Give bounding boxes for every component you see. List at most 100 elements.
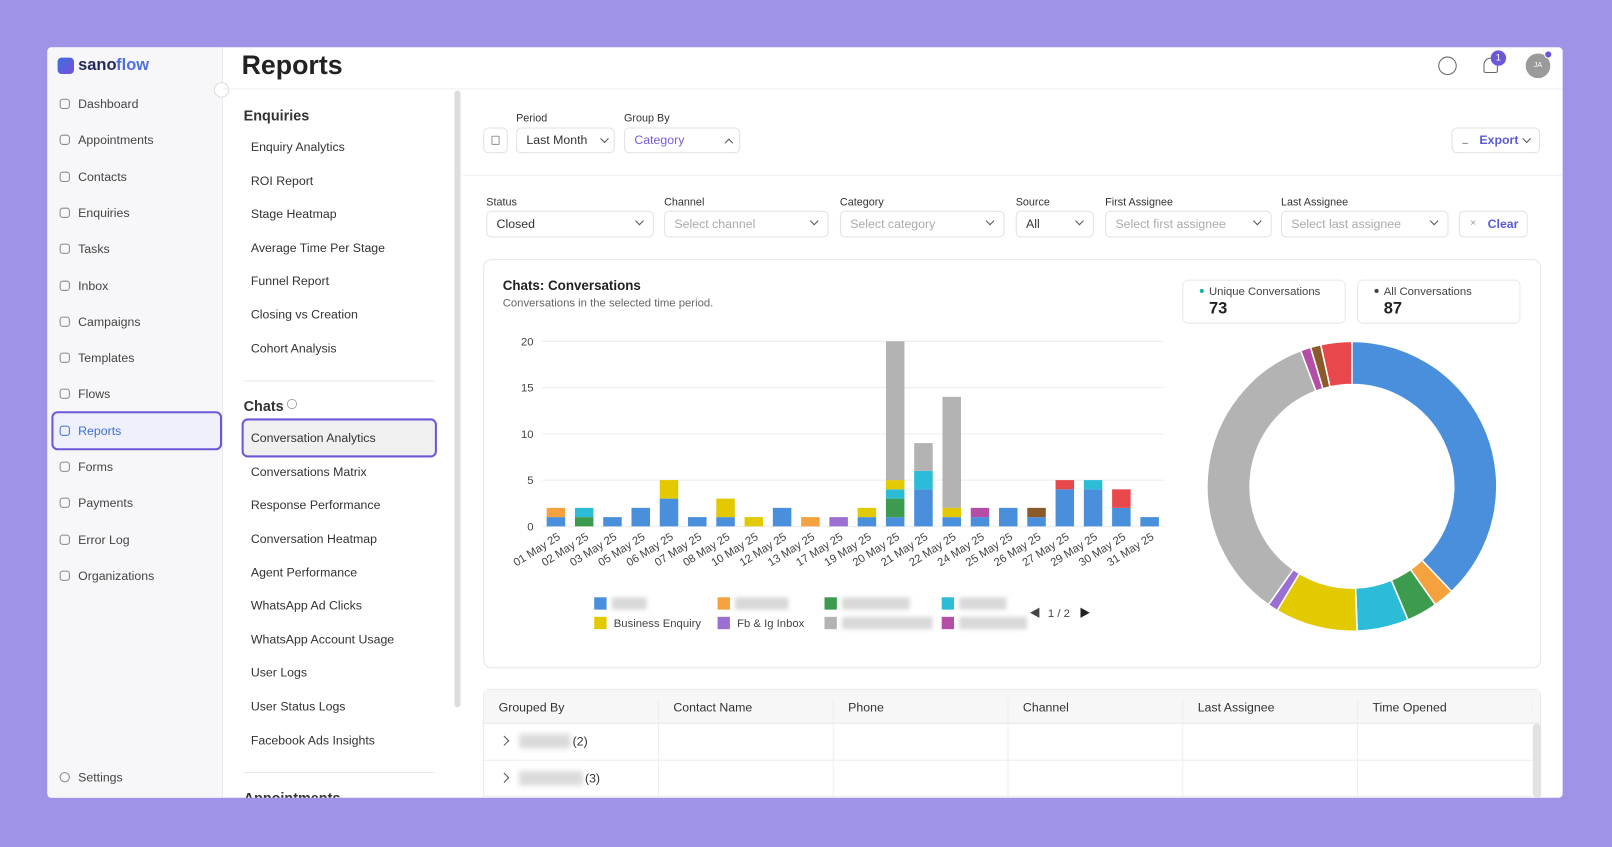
group-by-select[interactable] (624, 127, 741, 154)
donut-segment (1206, 349, 1317, 606)
nav-item[interactable]: Forms (78, 459, 114, 474)
nav-item[interactable]: Contacts (78, 169, 127, 184)
submenu-item[interactable]: Agent Performance (250, 565, 358, 580)
legend-label-blurred (735, 597, 789, 610)
period-select[interactable] (516, 127, 615, 154)
bar-segment (914, 489, 933, 527)
clear-icon-x: × (1470, 217, 1477, 230)
legend-swatch (824, 616, 837, 630)
filter-select[interactable] (486, 210, 654, 238)
legend-swatch (717, 616, 730, 630)
submenu-item[interactable]: WhatsApp Account Usage (250, 632, 395, 647)
bar-segment (857, 507, 877, 518)
table-column-header: Last Assignee (1197, 700, 1275, 715)
nav-item[interactable]: Enquiries (78, 205, 130, 220)
bar-segment (885, 517, 905, 527)
nav-item[interactable]: Appointments (78, 132, 154, 148)
filter-label: Category (839, 196, 884, 209)
bar-segment (546, 517, 566, 527)
stat-dot (1199, 288, 1204, 293)
submenu-item[interactable]: Response Performance (250, 497, 381, 513)
legend-swatch (717, 597, 730, 610)
clear-button[interactable] (1458, 210, 1528, 238)
bar-segment (970, 507, 990, 518)
legend-swatch (824, 597, 837, 610)
nav-icon (59, 316, 70, 327)
submenu-item[interactable]: Conversation Heatmap (250, 531, 378, 546)
filter-select[interactable] (1015, 210, 1094, 238)
legend-prev (1030, 607, 1040, 618)
submenu-heading: Enquiries (243, 106, 310, 124)
filter-select[interactable] (839, 210, 1005, 238)
nav-item[interactable]: Tasks (78, 241, 110, 257)
nav-icon (59, 534, 70, 545)
notification-badge: 1 (1490, 50, 1507, 66)
submenu-item[interactable]: ROI Report (250, 173, 314, 188)
nav-item[interactable]: Reports (78, 423, 122, 438)
legend-page: 1 / 2 (1048, 608, 1070, 620)
date-button[interactable] (483, 127, 508, 154)
submenu-item[interactable]: Stage Heatmap (250, 206, 337, 222)
submenu-item[interactable]: Facebook Ads Insights (250, 732, 375, 747)
legend-swatch (594, 597, 607, 610)
submenu-divider (243, 772, 435, 774)
page-title: Reports (241, 49, 343, 81)
legend-next (1080, 607, 1090, 618)
controls-divider (462, 174, 1563, 176)
bar-segment (772, 507, 792, 527)
nav-item[interactable]: Error Log (78, 532, 130, 547)
submenu-item[interactable]: WhatsApp Ad Clicks (250, 598, 362, 613)
submenu-item[interactable]: Enquiry Analytics (250, 139, 345, 155)
submenu-item[interactable]: Funnel Report (250, 273, 330, 289)
y-tick-label: 20 (521, 336, 534, 348)
blurred-group-name (519, 734, 571, 749)
filter-select[interactable] (1105, 210, 1272, 238)
bar-segment (631, 507, 650, 527)
bar-segment (1027, 507, 1046, 518)
nav-active-highlight (51, 410, 223, 450)
nav-icon (59, 497, 70, 509)
nav-item[interactable]: Flows (78, 386, 111, 402)
brand-name-right: flow (116, 56, 150, 75)
stat-card (1182, 279, 1346, 324)
export-label: Export (1479, 132, 1519, 148)
table-column-header: Grouped By (498, 700, 565, 715)
nav-item[interactable]: Inbox (78, 278, 109, 293)
column-divider (657, 699, 659, 798)
filter-label: Last Assignee (1280, 196, 1349, 209)
nav-item[interactable]: Dashboard (78, 96, 139, 112)
filter-select[interactable] (664, 210, 829, 238)
nav-icon (59, 171, 70, 182)
submenu-item[interactable]: User Status Logs (250, 699, 346, 714)
nav-item[interactable]: Templates (78, 350, 135, 366)
submenu-item[interactable]: User Logs (250, 665, 308, 680)
collapse-button[interactable] (213, 82, 230, 98)
nav-settings[interactable]: Settings (78, 770, 123, 785)
header-divider (223, 88, 1563, 90)
bar-segment (744, 517, 764, 527)
y-tick-label: 0 (527, 521, 533, 533)
bar-segment (801, 517, 820, 527)
filter-select[interactable] (1280, 210, 1449, 238)
bar-segment (716, 498, 735, 518)
bar-segment (885, 480, 905, 490)
export-button[interactable] (1451, 127, 1541, 154)
filter-placeholder: Select first assignee (1115, 216, 1226, 232)
nav-item[interactable]: Payments (78, 495, 133, 511)
submenu-item[interactable]: Closing vs Creation (250, 307, 358, 322)
submenu-item[interactable]: Average Time Per Stage (250, 240, 386, 255)
submenu-item[interactable]: Cohort Analysis (250, 340, 337, 356)
table-column-header: Phone (848, 700, 884, 715)
nav-item[interactable]: Organizations (78, 568, 155, 583)
bar-segment (1083, 489, 1103, 527)
submenu-item[interactable]: Conversations Matrix (250, 464, 367, 479)
help-icon[interactable] (1438, 56, 1457, 76)
column-divider (1357, 699, 1359, 798)
app-window: sano flow Dashboard Appointments Contacts Enq… (47, 47, 1563, 798)
bar-segment (574, 507, 594, 518)
nav-item[interactable]: Campaigns (78, 314, 141, 329)
submenu-item[interactable]: Conversation Analytics (250, 430, 376, 446)
filter-label: First Assignee (1105, 196, 1173, 209)
